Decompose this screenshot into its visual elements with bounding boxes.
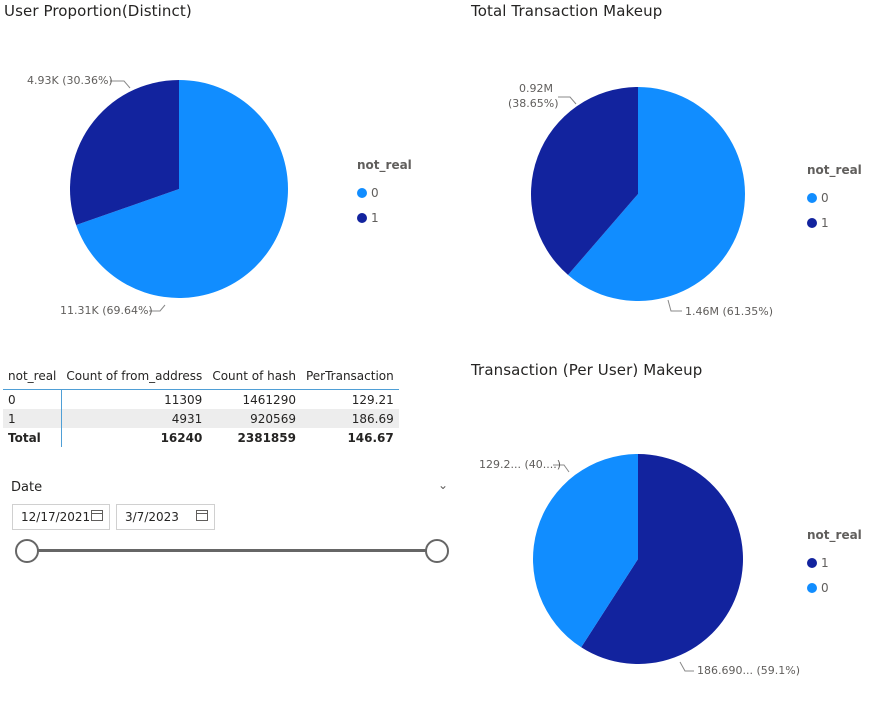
user-proportion-slices	[69, 80, 289, 298]
total-transaction-slice-1[interactable]	[530, 87, 638, 275]
chevron-down-icon[interactable]: ⌄	[438, 478, 449, 492]
per-user-slice-0[interactable]	[533, 454, 638, 648]
per-user-leader-1	[679, 661, 694, 672]
date-range-track[interactable]	[27, 549, 437, 552]
per-user-slice-1[interactable]	[581, 454, 744, 664]
start-date-value: 12/17/2021	[21, 510, 91, 524]
legend-item-0[interactable]: 0	[807, 575, 862, 600]
calendar-icon[interactable]	[91, 510, 103, 521]
legend-item-0[interactable]: 0	[807, 185, 862, 210]
end-date-input[interactable]: 3/7/2023	[116, 504, 215, 530]
legend-item-0[interactable]: 0	[357, 180, 412, 205]
legend-title: not_real	[807, 163, 862, 177]
user-proportion-label-0: 11.31K (69.64%)	[60, 304, 153, 317]
total-transaction-leader-0	[667, 299, 682, 312]
user-proportion-legend: not_real 0 1	[357, 158, 412, 230]
total-transaction-slices	[530, 87, 745, 301]
col-header-count-hash[interactable]: Count of hash	[207, 366, 301, 390]
total-transaction-label-1a: 0.92M	[519, 82, 553, 95]
legend-item-1[interactable]: 1	[807, 210, 862, 235]
range-start-handle[interactable]	[15, 539, 39, 563]
table-total-row: Total 16240 2381859 146.67	[3, 428, 399, 447]
total-transaction-title: Total Transaction Makeup	[471, 2, 663, 20]
total-transaction-slice-0[interactable]	[567, 87, 745, 301]
per-user-label-1: 186.690... (59.1%)	[697, 664, 801, 677]
user-proportion-leader-0	[149, 304, 166, 312]
table-row[interactable]: 0 11309 1461290 129.21	[3, 389, 399, 409]
legend-item-1[interactable]: 1	[807, 550, 862, 575]
end-date-value: 3/7/2023	[125, 510, 179, 524]
table-row[interactable]: 1 4931 920569 186.69	[3, 409, 399, 428]
user-proportion-label-1: 4.93K (30.36%)	[27, 74, 113, 87]
range-end-handle[interactable]	[425, 539, 449, 563]
col-header-per-transaction[interactable]: PerTransaction	[300, 366, 399, 390]
user-proportion-title: User Proportion(Distinct)	[4, 2, 192, 20]
col-header-not-real[interactable]: not_real	[3, 366, 62, 390]
legend-title: not_real	[357, 158, 412, 172]
total-transaction-leader-1	[558, 96, 577, 105]
col-header-count-from-address[interactable]: Count of from_address	[61, 366, 208, 390]
per-user-label-0: 129.2... (40....)	[479, 458, 562, 471]
calendar-icon[interactable]	[196, 510, 208, 521]
per-user-slices	[533, 454, 744, 664]
user-proportion-slice-1[interactable]	[69, 80, 179, 226]
legend-title: not_real	[807, 528, 862, 542]
user-proportion-slice-0[interactable]	[76, 80, 289, 298]
per-user-legend: not_real 1 0	[807, 528, 862, 600]
total-transaction-label-0: 1.46M (61.35%)	[685, 305, 774, 318]
summary-matrix: not_real Count of from_address Count of …	[3, 366, 399, 447]
per-user-title: Transaction (Per User) Makeup	[471, 361, 703, 379]
total-transaction-label-1b: (38.65%)	[508, 97, 559, 110]
per-user-leader-0	[553, 464, 570, 473]
legend-item-1[interactable]: 1	[357, 205, 412, 230]
date-slicer-title: Date	[11, 480, 43, 495]
user-proportion-leader-1	[110, 80, 131, 89]
start-date-input[interactable]: 12/17/2021	[12, 504, 110, 530]
total-transaction-legend: not_real 0 1	[807, 163, 862, 235]
